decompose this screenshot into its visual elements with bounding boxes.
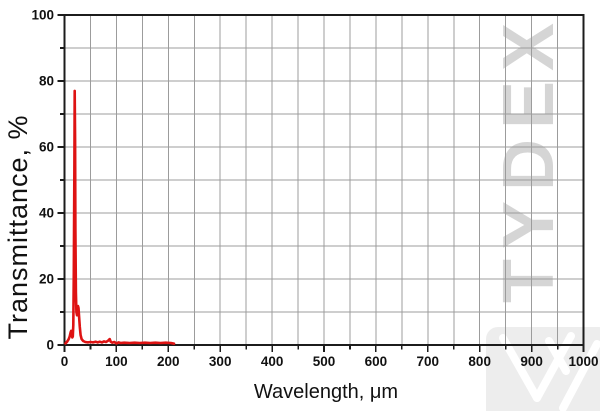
x-tick-label: 100 [105, 354, 128, 369]
x-tick-label: 300 [209, 354, 232, 369]
y-tick-label: 0 [46, 338, 54, 353]
x-tick-label: 500 [313, 354, 336, 369]
x-tick-label: 900 [520, 354, 543, 369]
y-tick-label: 40 [39, 206, 54, 221]
y-axis-title: Transmittance, % [3, 114, 33, 339]
x-tick-label: 200 [157, 354, 180, 369]
x-axis-title: Wavelength, μm [254, 381, 398, 403]
y-tick-label: 60 [39, 140, 54, 155]
grid-lines [64, 15, 584, 345]
x-tick-label: 1000 [568, 354, 598, 369]
tick-labels: 0 100 200 300 400 500 600 700 800 900 1000 0 20 40 60 8… [31, 8, 598, 369]
y-tick-label: 100 [31, 8, 54, 23]
tydex-logo [486, 327, 600, 411]
y-tick-label: 20 [39, 272, 54, 287]
x-tick-label: 0 [61, 354, 69, 369]
y-tick-label: 80 [39, 74, 54, 89]
series-transmittance [64, 89, 176, 345]
curve [64, 89, 176, 345]
axis-ticks [57, 14, 585, 352]
x-tick-label: 700 [417, 354, 440, 369]
tydex-logo-w-icon [499, 332, 600, 411]
x-tick-label: 800 [468, 354, 491, 369]
x-tick-label: 400 [261, 354, 284, 369]
tydex-watermark: TYDEX [489, 13, 569, 303]
x-tick-label: 600 [365, 354, 388, 369]
